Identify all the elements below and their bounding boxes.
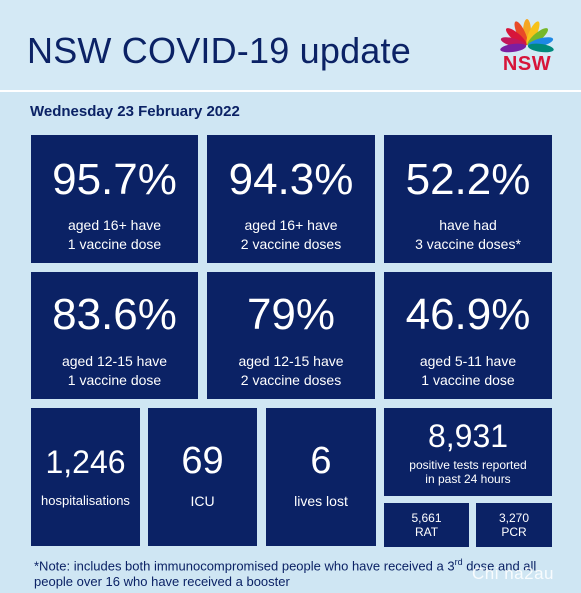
- stat-description: aged 16+ have 2 vaccine doses: [240, 217, 342, 252]
- stat-card-positive-tests: 8,931 positive tests reported in past 24…: [384, 408, 552, 496]
- stat-label: hospitalisations: [41, 493, 130, 508]
- stat-description: aged 5-11 have 1 vaccine dose: [419, 353, 517, 388]
- stat-value: 1,246: [45, 444, 126, 480]
- stat-description: have had 3 vaccine doses*: [415, 217, 521, 252]
- stat-value: 94.3%: [228, 155, 354, 204]
- stat-card-rat: 5,661 RAT: [384, 503, 469, 547]
- footnote-text: *Note: includes both immunocompromised p…: [34, 558, 455, 574]
- report-date: Wednesday 23 February 2022: [30, 103, 240, 120]
- stat-value: 5,661: [411, 511, 442, 525]
- stat-value: 79%: [246, 290, 336, 339]
- stat-card-5-11-dose1: 46.9% aged 5-11 have 1 vaccine dose: [384, 272, 552, 399]
- stat-description: aged 12-15 have 1 vaccine dose: [61, 353, 168, 388]
- footnote-superscript: rd: [454, 557, 463, 567]
- stat-card-hospitalisations: 1,246 hospitalisations: [31, 408, 140, 546]
- stat-value: 46.9%: [405, 290, 531, 339]
- stat-value: 83.6%: [52, 290, 177, 339]
- stat-label: ICU: [190, 493, 215, 509]
- stat-value: 52.2%: [405, 155, 531, 204]
- stat-value: 3,270: [498, 511, 530, 525]
- stat-description: aged 16+ have 1 vaccine dose: [67, 217, 162, 252]
- stat-card-icu: 69 ICU: [148, 408, 257, 546]
- stat-value: 69: [181, 440, 224, 482]
- logo-text: NSW: [502, 53, 552, 75]
- stat-card-12-15-dose2: 79% aged 12-15 have 2 vaccine doses: [207, 272, 375, 399]
- nsw-logo: NSW: [496, 16, 558, 78]
- stat-card-dose3: 52.2% have had 3 vaccine doses*: [384, 135, 552, 263]
- stat-description: aged 12-15 have 2 vaccine doses: [238, 353, 344, 388]
- stat-card-16-dose1: 95.7% aged 16+ have 1 vaccine dose: [31, 135, 198, 263]
- stat-card-16-dose2: 94.3% aged 16+ have 2 vaccine doses: [207, 135, 375, 263]
- watermark: Chi na2au: [472, 564, 555, 583]
- header-banner: NSW COVID-19 update NSW: [0, 0, 581, 92]
- stat-card-deaths: 6 lives lost: [266, 408, 376, 546]
- stat-value: 8,931: [427, 418, 509, 454]
- stat-label: lives lost: [294, 493, 348, 509]
- stat-card-12-15-dose1: 83.6% aged 12-15 have 1 vaccine dose: [31, 272, 198, 399]
- stat-card-pcr: 3,270 PCR: [476, 503, 552, 547]
- waratah-icon: [500, 19, 554, 53]
- footnote-text-end: dose and all people over 16 who have rec…: [34, 558, 537, 590]
- stat-label: RAT: [414, 525, 439, 539]
- stat-label: positive tests reported in past 24 hours: [409, 458, 527, 486]
- stat-value: 6: [310, 440, 332, 482]
- stat-label: PCR: [501, 525, 527, 539]
- stat-value: 95.7%: [52, 155, 177, 204]
- page-title: NSW COVID-19 update: [27, 30, 411, 71]
- footnote: *Note: includes both immunocompromised p…: [34, 554, 574, 590]
